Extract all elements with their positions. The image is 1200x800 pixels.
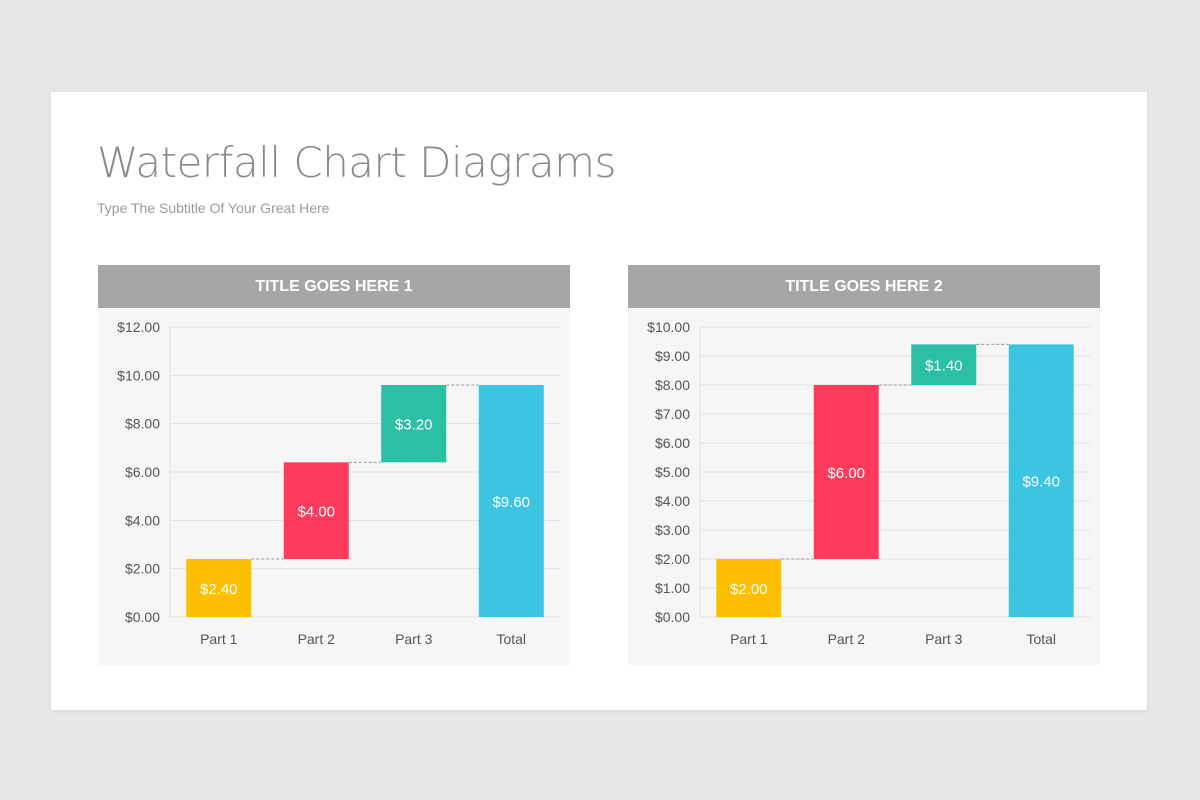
x-tick-label: Total	[496, 631, 526, 647]
chart-title: TITLE GOES HERE 2	[628, 265, 1100, 308]
x-tick-label: Part 1	[730, 631, 768, 647]
bar-part-1	[716, 559, 782, 617]
y-tick-label: $3.00	[655, 522, 690, 538]
waterfall-chart-1: $0.00 $2.00 $4.00 $6.00 $8.00 $10.00 $12.00 $2.…	[117, 319, 560, 647]
data-label: $1.40	[925, 358, 963, 375]
y-tick-label: $8.00	[125, 416, 160, 432]
data-label: $2.00	[730, 581, 768, 598]
y-tick-label: $0.00	[655, 609, 690, 625]
y-tick-label: $8.00	[655, 377, 690, 393]
page-subtitle: Type The Subtitle Of Your Great Here	[97, 200, 330, 216]
x-tick-label: Part 3	[395, 631, 433, 647]
x-tick-label: Part 1	[200, 631, 238, 647]
y-tick-label: $7.00	[655, 406, 690, 422]
y-tick-label: $5.00	[655, 464, 690, 480]
y-tick-label: $0.00	[125, 609, 160, 625]
y-tick-label: $6.00	[655, 435, 690, 451]
bar-part-2	[283, 462, 349, 559]
bar-part-2	[813, 385, 879, 559]
data-label: $4.00	[297, 504, 335, 521]
y-tick-label: $6.00	[125, 464, 160, 480]
waterfall-chart-2: $0.00 $1.00 $2.00 $3.00 $4.00 $5.00 $6.00 $7.00…	[647, 319, 1090, 647]
y-tick-label: $2.00	[125, 561, 160, 577]
page-title: Waterfall Chart Diagrams	[97, 138, 616, 187]
y-tick-label: $9.00	[655, 348, 690, 364]
y-tick-label: $4.00	[655, 493, 690, 509]
chart-panel-1: TITLE GOES HERE 1 $0.00 $2.00 $4.00 $6.00 $8…	[98, 265, 570, 665]
data-label: $9.60	[492, 494, 530, 511]
bar-total	[478, 385, 544, 617]
y-tick-label: $12.00	[117, 319, 160, 335]
bar-part-3	[381, 385, 447, 463]
bar-part-3	[911, 344, 977, 385]
x-tick-label: Part 2	[298, 631, 336, 647]
y-tick-label: $2.00	[655, 551, 690, 567]
data-label: $3.20	[395, 417, 433, 434]
bar-part-1	[186, 559, 252, 617]
y-tick-label: $10.00	[647, 319, 690, 335]
y-tick-label: $4.00	[125, 512, 160, 528]
y-tick-label: $10.00	[117, 367, 160, 383]
x-tick-label: Total	[1026, 631, 1056, 647]
chart-title: TITLE GOES HERE 1	[98, 265, 570, 308]
x-tick-label: Part 3	[925, 631, 963, 647]
data-label: $2.40	[200, 581, 238, 598]
y-tick-label: $1.00	[655, 580, 690, 596]
data-label: $6.00	[827, 465, 865, 482]
bar-total	[1008, 344, 1074, 617]
data-label: $9.40	[1022, 474, 1060, 491]
chart-panel-2: TITLE GOES HERE 2 $0.00 $1.00 $2.00 $3.00 $4…	[628, 265, 1100, 665]
x-tick-label: Part 2	[828, 631, 866, 647]
